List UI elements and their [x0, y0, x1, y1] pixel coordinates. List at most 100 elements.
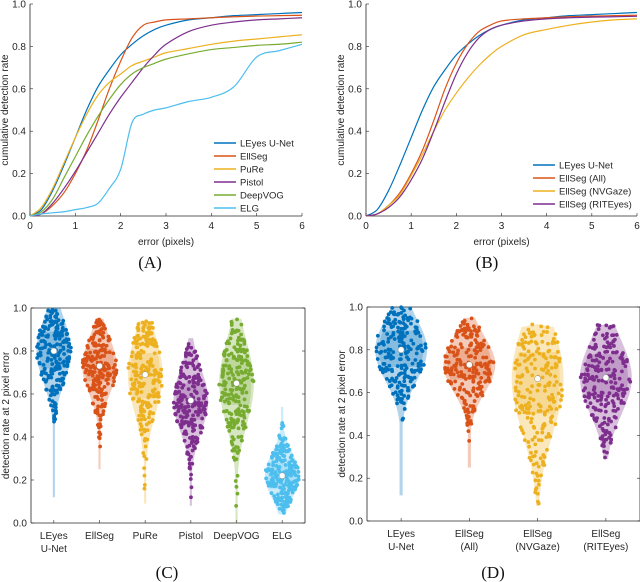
- data-point: [224, 358, 229, 363]
- series-line-ellseg-riteyes-: [365, 15, 638, 217]
- data-point: [610, 359, 615, 364]
- data-point: [194, 441, 199, 446]
- data-point: [395, 364, 400, 368]
- data-point: [479, 375, 484, 380]
- data-point: [526, 401, 531, 405]
- data-point: [282, 436, 287, 440]
- data-point: [236, 372, 241, 377]
- data-point: [192, 384, 197, 389]
- data-point: [236, 328, 241, 333]
- data-point: [61, 370, 65, 375]
- data-point: [222, 352, 227, 357]
- data-point: [443, 365, 447, 370]
- y-tick-label: 1.0: [13, 304, 27, 315]
- data-point: [144, 457, 149, 461]
- data-point: [62, 352, 66, 356]
- data-point: [204, 391, 209, 396]
- data-point: [540, 426, 545, 430]
- data-point: [134, 370, 139, 374]
- data-point: [405, 331, 410, 335]
- data-point: [50, 384, 55, 389]
- data-point: [534, 461, 539, 466]
- data-point: [585, 404, 590, 409]
- data-point: [153, 340, 158, 345]
- data-point: [543, 384, 548, 389]
- data-point: [533, 442, 538, 447]
- data-point: [533, 490, 538, 495]
- data-point: [235, 451, 240, 455]
- data-point: [68, 349, 73, 354]
- data-point: [107, 373, 112, 378]
- data-point: [406, 344, 410, 349]
- data-point: [177, 389, 182, 394]
- data-point: [145, 360, 150, 364]
- data-point: [555, 340, 560, 345]
- x-tick-label: 6: [299, 221, 305, 232]
- x-tick-label: DeepVOG: [213, 531, 259, 542]
- data-point: [288, 455, 293, 460]
- data-point: [61, 328, 66, 332]
- data-point: [409, 316, 414, 321]
- data-point: [220, 383, 225, 387]
- data-point: [526, 327, 531, 332]
- data-point: [220, 373, 225, 378]
- data-point: [469, 341, 474, 346]
- data-point: [148, 331, 153, 336]
- data-point: [146, 341, 151, 346]
- data-point: [474, 362, 479, 367]
- median-marker: [397, 346, 405, 354]
- data-point: [237, 365, 242, 369]
- series-line-pistol: [29, 17, 303, 217]
- data-point: [597, 360, 602, 365]
- data-point: [96, 350, 101, 355]
- data-point: [406, 357, 411, 362]
- legend-label: ELG: [240, 204, 259, 215]
- y-tick-label: 1.0: [12, 0, 26, 11]
- data-point: [539, 367, 544, 372]
- data-point: [417, 369, 422, 374]
- data-point: [196, 379, 201, 384]
- data-point: [536, 478, 541, 483]
- data-point: [134, 391, 139, 396]
- data-point: [87, 338, 91, 343]
- data-point: [51, 309, 56, 313]
- data-point: [102, 354, 107, 358]
- data-point: [374, 345, 379, 350]
- data-point: [585, 368, 590, 373]
- data-point: [379, 349, 384, 354]
- data-point: [134, 345, 139, 350]
- data-point: [187, 361, 192, 366]
- y-tick-label: 0.4: [13, 433, 27, 444]
- data-point: [136, 418, 141, 422]
- data-point: [455, 328, 460, 333]
- data-point: [465, 423, 470, 427]
- data-point: [39, 331, 44, 335]
- data-point: [100, 375, 105, 380]
- data-point: [181, 360, 186, 365]
- data-point: [604, 437, 609, 442]
- series-line-elg: [29, 43, 303, 217]
- data-point: [139, 424, 144, 429]
- data-point: [95, 379, 100, 384]
- data-point: [468, 332, 473, 337]
- data-point: [274, 481, 279, 486]
- data-point: [418, 334, 423, 339]
- data-point: [44, 334, 48, 339]
- data-point: [237, 386, 241, 391]
- data-point: [142, 486, 147, 491]
- data-point: [547, 380, 552, 385]
- data-point: [468, 393, 473, 398]
- data-point: [236, 435, 241, 439]
- data-point: [190, 361, 195, 366]
- data-point: [594, 374, 599, 379]
- y-axis-label: cumulative detection rate: [0, 54, 11, 166]
- data-point: [387, 384, 392, 389]
- data-point: [466, 410, 471, 415]
- data-point: [449, 344, 454, 349]
- data-point: [451, 350, 456, 355]
- data-point: [585, 379, 589, 383]
- data-point: [100, 334, 105, 339]
- data-point: [444, 360, 448, 364]
- data-point: [462, 399, 467, 404]
- data-point: [453, 379, 458, 384]
